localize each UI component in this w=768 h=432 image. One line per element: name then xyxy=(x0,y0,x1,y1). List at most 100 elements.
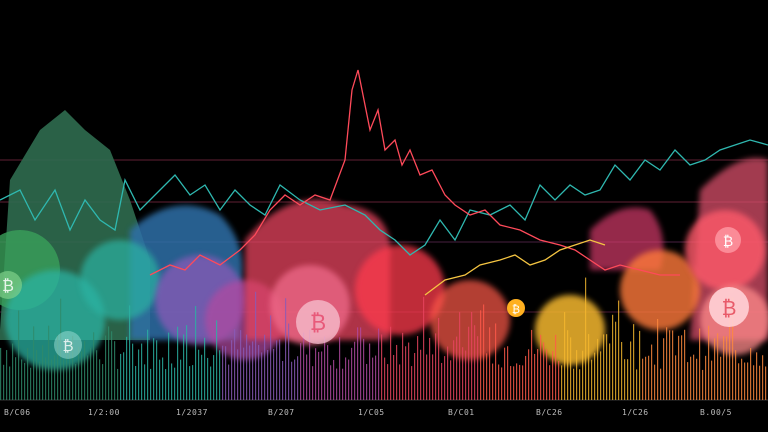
volume-bar xyxy=(531,329,533,400)
volume-bar xyxy=(45,357,47,400)
volume-bar xyxy=(621,341,623,400)
volume-bar xyxy=(477,336,479,400)
volume-bar xyxy=(228,364,230,400)
volume-bar xyxy=(765,366,767,400)
volume-bar xyxy=(294,359,296,400)
volume-bar xyxy=(372,357,374,400)
volume-bar xyxy=(75,363,77,400)
volume-bar xyxy=(354,341,356,400)
volume-bar xyxy=(342,368,344,400)
volume-bar xyxy=(141,343,143,400)
volume-bar xyxy=(414,353,416,400)
volume-bar xyxy=(243,347,245,400)
volume-bar xyxy=(570,337,572,400)
volume-bar xyxy=(669,330,671,400)
volume-bar xyxy=(114,341,116,400)
volume-bar xyxy=(675,355,677,400)
volume-bar xyxy=(54,355,56,400)
volume-bar xyxy=(417,336,419,400)
volume-bar xyxy=(375,355,377,400)
volume-bar xyxy=(309,329,311,400)
volume-bar xyxy=(555,334,557,400)
volume-bar xyxy=(522,365,524,400)
volume-bar xyxy=(381,334,383,400)
volume-bar xyxy=(639,330,641,400)
volume-bar xyxy=(408,342,410,400)
volume-bar xyxy=(564,312,566,400)
volume-bar xyxy=(273,348,275,400)
volume-bar xyxy=(168,332,170,400)
volume-bar xyxy=(99,359,101,400)
volume-bar xyxy=(429,337,431,400)
volume-bar xyxy=(369,343,371,400)
bitcoin-coin-icon: ₿ xyxy=(507,299,525,317)
volume-bar xyxy=(27,348,29,400)
volume-bar xyxy=(738,363,740,400)
volume-bar xyxy=(513,366,515,400)
volume-bar xyxy=(9,366,11,400)
volume-bar xyxy=(387,364,389,400)
volume-bar xyxy=(432,354,434,400)
x-tick-label: 1/C26 xyxy=(622,408,649,417)
volume-bar xyxy=(87,355,89,400)
svg-text:₿: ₿ xyxy=(723,234,733,250)
volume-bar xyxy=(444,356,446,400)
volume-bar xyxy=(705,355,707,400)
volume-bar xyxy=(63,359,65,400)
bitcoin-coin-icon: ₿ xyxy=(54,331,82,359)
volume-bar xyxy=(264,334,266,400)
volume-bar xyxy=(18,310,20,400)
x-tick-label: B/C06 xyxy=(4,408,31,417)
volume-bar xyxy=(132,343,134,400)
x-tick-label: B.00/5 xyxy=(700,408,732,417)
volume-bar xyxy=(561,365,563,400)
volume-bar xyxy=(480,310,482,400)
volume-bar xyxy=(183,334,185,400)
volume-bar xyxy=(105,335,107,400)
volume-bar xyxy=(0,347,2,400)
volume-bar xyxy=(540,334,542,400)
yellow-price-line xyxy=(424,239,606,296)
volume-bar xyxy=(288,323,290,400)
volume-bar xyxy=(708,325,710,400)
volume-bar xyxy=(153,338,155,400)
volume-bar xyxy=(615,321,617,400)
volume-bar xyxy=(348,359,350,400)
volume-bar xyxy=(90,347,92,400)
x-tick-label: B/C01 xyxy=(448,408,475,417)
volume-bar xyxy=(684,329,686,400)
volume-bar xyxy=(306,354,308,400)
volume-bar xyxy=(510,365,512,400)
volume-bar xyxy=(717,333,719,400)
volume-bar xyxy=(330,365,332,400)
volume-bar xyxy=(261,352,263,400)
bitcoin-coin-icon: ₿ xyxy=(0,271,22,299)
volume-bar xyxy=(57,335,59,400)
volume-bar xyxy=(15,357,17,400)
volume-bar xyxy=(126,336,128,400)
volume-bar xyxy=(66,348,68,400)
volume-bar xyxy=(597,338,599,400)
volume-bar xyxy=(699,328,701,400)
volume-bar xyxy=(255,291,257,400)
volume-bar xyxy=(489,327,491,400)
volume-bar xyxy=(357,327,359,400)
volume-bar xyxy=(744,362,746,400)
volume-bar xyxy=(246,334,248,400)
volume-bar xyxy=(402,332,404,400)
volume-bar xyxy=(237,349,239,400)
volume-bar xyxy=(552,351,554,400)
volume-bar xyxy=(588,334,590,400)
volume-bar xyxy=(165,369,167,400)
volume-bar xyxy=(297,356,299,400)
volume-bar xyxy=(720,356,722,400)
x-tick-label: 1/2:00 xyxy=(88,408,120,417)
volume-bar xyxy=(459,312,461,400)
volume-bar xyxy=(12,343,14,400)
volume-bar xyxy=(627,359,629,400)
volume-bar xyxy=(753,365,755,400)
volume-bar xyxy=(585,277,587,400)
volume-bar xyxy=(213,355,215,400)
volume-bar xyxy=(30,367,32,400)
